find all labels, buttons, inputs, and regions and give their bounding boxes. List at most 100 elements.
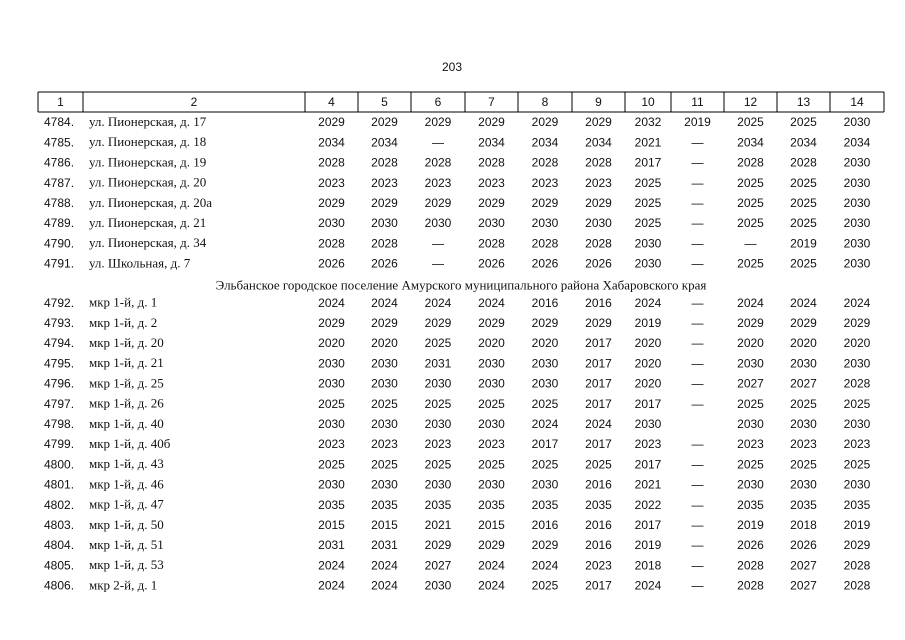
- row-number: 4802.: [44, 498, 74, 512]
- cell: 2030: [844, 216, 871, 230]
- cell: 2028: [844, 377, 871, 391]
- cell: —: [745, 236, 757, 250]
- cell: 2024: [585, 417, 612, 431]
- address: ул. Пионерская, д. 17: [89, 114, 207, 129]
- cell: 2030: [318, 216, 345, 230]
- page-number: 203: [442, 60, 462, 74]
- cell: 2025: [790, 397, 817, 411]
- cell: 2030: [425, 579, 452, 593]
- cell: 2032: [635, 115, 662, 129]
- cell: 2028: [318, 236, 345, 250]
- cell: 2031: [318, 538, 345, 552]
- cell: 2024: [371, 558, 398, 572]
- cell: 2024: [478, 558, 505, 572]
- cell: 2016: [585, 518, 612, 532]
- cell: 2024: [478, 579, 505, 593]
- cell: 2034: [371, 135, 398, 149]
- cell: 2030: [737, 356, 764, 370]
- cell: —: [692, 518, 704, 532]
- cell: 2030: [425, 417, 452, 431]
- cell: 2025: [737, 196, 764, 210]
- cell: 2024: [371, 579, 398, 593]
- cell: 2016: [532, 518, 559, 532]
- address: мкр 1-й, д. 50: [89, 517, 164, 532]
- cell: 2025: [478, 457, 505, 471]
- cell: 2020: [790, 336, 817, 350]
- cell: 2025: [532, 457, 559, 471]
- cell: 2025: [844, 457, 871, 471]
- cell: 2034: [790, 135, 817, 149]
- cell: 2029: [478, 196, 505, 210]
- cell: 2025: [425, 397, 452, 411]
- address: мкр 1-й, д. 40: [89, 416, 164, 431]
- cell: 2029: [790, 316, 817, 330]
- cell: 2030: [318, 478, 345, 492]
- cell: 2025: [737, 257, 764, 271]
- header-cell: 1: [57, 95, 64, 109]
- row-number: 4792.: [44, 296, 74, 310]
- cell: 2026: [737, 538, 764, 552]
- cell: 2016: [585, 538, 612, 552]
- cell: 2017: [585, 336, 612, 350]
- cell: 2035: [790, 498, 817, 512]
- cell: 2029: [844, 316, 871, 330]
- cell: 2025: [790, 216, 817, 230]
- cell: —: [692, 558, 704, 572]
- cell: 2028: [585, 156, 612, 170]
- cell: 2030: [844, 115, 871, 129]
- address: мкр 1-й, д. 2: [89, 315, 157, 330]
- cell: 2019: [635, 538, 662, 552]
- cell: 2030: [790, 478, 817, 492]
- cell: 2030: [478, 216, 505, 230]
- address: ул. Пионерская, д. 21: [89, 215, 206, 230]
- cell: 2025: [371, 397, 398, 411]
- cell: 2023: [318, 176, 345, 190]
- cell: 2023: [371, 437, 398, 451]
- cell: 2025: [635, 216, 662, 230]
- cell: 2030: [737, 478, 764, 492]
- cell: 2030: [318, 356, 345, 370]
- cell: 2030: [532, 377, 559, 391]
- cell: 2017: [635, 518, 662, 532]
- cell: 2020: [532, 336, 559, 350]
- cell: 2029: [737, 316, 764, 330]
- cell: 2024: [478, 296, 505, 310]
- cell: 2030: [371, 356, 398, 370]
- cell: 2020: [478, 336, 505, 350]
- cell: 2020: [318, 336, 345, 350]
- cell: 2035: [585, 498, 612, 512]
- cell: 2030: [478, 356, 505, 370]
- cell: 2020: [371, 336, 398, 350]
- cell: —: [692, 356, 704, 370]
- header-cell: 8: [542, 95, 549, 109]
- cell: 2028: [478, 236, 505, 250]
- cell: 2024: [425, 296, 452, 310]
- cell: 2025: [737, 457, 764, 471]
- cell: 2025: [737, 397, 764, 411]
- cell: 2023: [478, 176, 505, 190]
- cell: 2029: [371, 316, 398, 330]
- cell: 2028: [371, 236, 398, 250]
- cell: 2030: [478, 478, 505, 492]
- address: ул. Пионерская, д. 34: [89, 235, 207, 250]
- cell: —: [692, 176, 704, 190]
- cell: 2030: [635, 417, 662, 431]
- cell: 2024: [371, 296, 398, 310]
- cell: 2027: [737, 377, 764, 391]
- address: мкр 1-й, д. 53: [89, 557, 164, 572]
- cell: —: [692, 336, 704, 350]
- cell: 2035: [532, 498, 559, 512]
- cell: 2035: [478, 498, 505, 512]
- cell: 2029: [425, 538, 452, 552]
- row-number: 4804.: [44, 538, 74, 552]
- cell: —: [692, 296, 704, 310]
- row-number: 4801.: [44, 478, 74, 492]
- cell: 2025: [635, 176, 662, 190]
- cell: 2020: [635, 336, 662, 350]
- cell: 2015: [371, 518, 398, 532]
- header-cell: 9: [595, 95, 602, 109]
- cell: 2019: [684, 115, 711, 129]
- cell: 2024: [532, 558, 559, 572]
- cell: 2030: [371, 417, 398, 431]
- cell: 2019: [790, 236, 817, 250]
